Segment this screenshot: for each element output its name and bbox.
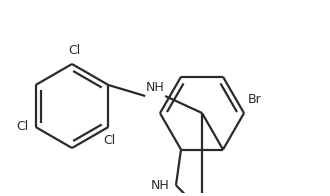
Text: Cl: Cl (68, 44, 80, 57)
Text: Cl: Cl (16, 121, 29, 133)
Text: Cl: Cl (103, 134, 116, 147)
Text: NH: NH (146, 81, 165, 94)
Text: Br: Br (248, 93, 262, 106)
Text: NH: NH (151, 179, 170, 192)
